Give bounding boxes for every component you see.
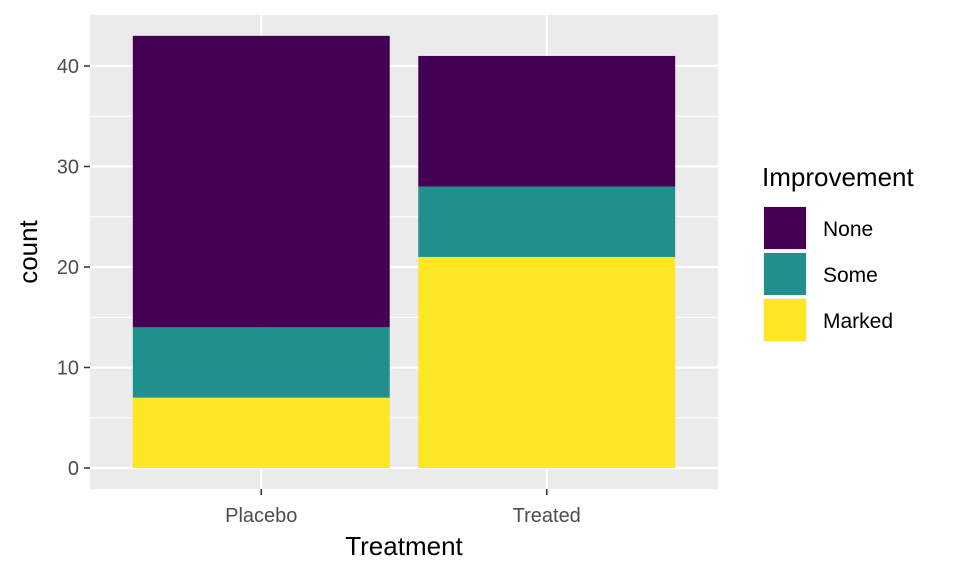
bar-treated-some (418, 186, 676, 257)
y-tick-label: 40 (57, 56, 79, 78)
y-tick-label: 10 (57, 358, 79, 380)
x-tick-label: Placebo (225, 505, 297, 527)
legend-swatch-marked (764, 299, 806, 341)
bars (132, 35, 676, 468)
bar-placebo-marked (132, 397, 390, 468)
bar-treated-marked (418, 256, 676, 468)
bar-placebo-none (132, 35, 390, 328)
x-tick-label: Treated (513, 505, 581, 527)
bar-treated-none (418, 55, 676, 187)
y-tick-label: 20 (57, 257, 79, 279)
y-axis-title: count (13, 219, 43, 283)
legend-swatch-none (764, 207, 806, 249)
legend: Improvement None Some Marked (762, 162, 914, 342)
x-axis-title: Treatment (345, 531, 463, 561)
y-tick-label: 30 (57, 157, 79, 179)
legend-label: Marked (823, 310, 893, 333)
y-axis: 0 10 20 30 40 (57, 56, 90, 480)
legend-title: Improvement (762, 162, 914, 192)
legend-label: Some (823, 264, 878, 287)
legend-label: None (823, 218, 873, 241)
x-axis: Placebo Treated (225, 489, 581, 527)
bar-placebo-some (132, 327, 390, 398)
y-tick-label: 0 (68, 458, 79, 480)
legend-swatch-some (764, 253, 806, 295)
